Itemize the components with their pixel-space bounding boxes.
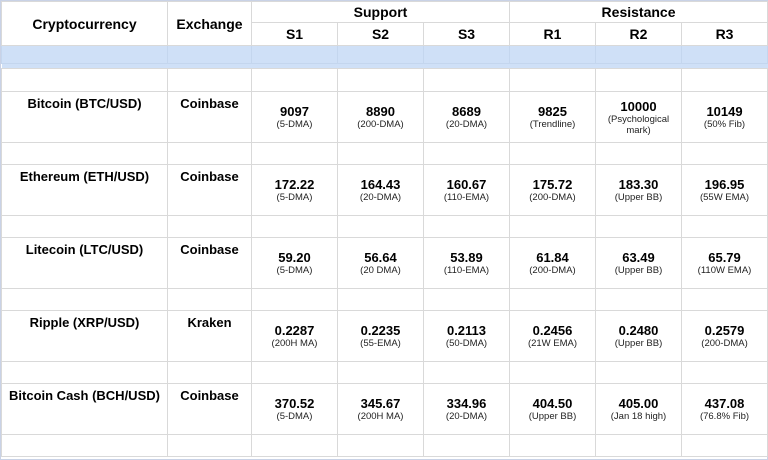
level-cell: 10000 (Psychological mark)	[595, 91, 682, 143]
header-exchange: Exchange	[167, 1, 252, 46]
level-cell: 10149 (50% Fib)	[680, 91, 768, 143]
crypto-name: Litecoin (LTC/USD)	[1, 237, 168, 289]
separator-row	[1, 361, 768, 384]
header-support: Support	[251, 1, 510, 23]
header-band	[1, 45, 768, 64]
exchange-name: Kraken	[167, 310, 252, 362]
crypto-name: Ripple (XRP/USD)	[1, 310, 168, 362]
table-row: Litecoin (LTC/USD) Coinbase 59.20 (5-DMA)…	[1, 237, 768, 289]
header-cryptocurrency: Cryptocurrency	[1, 1, 168, 46]
level-cell: 345.67 (200H MA)	[337, 383, 424, 435]
exchange-name: Coinbase	[167, 383, 252, 435]
header-r1: R1	[509, 22, 596, 46]
exchange-name: Coinbase	[167, 91, 252, 143]
level-cell: 0.2113 (50-DMA)	[423, 310, 510, 362]
table-row: Bitcoin Cash (BCH/USD) Coinbase 370.52 (5…	[1, 383, 768, 435]
level-cell: 0.2480 (Upper BB)	[595, 310, 682, 362]
separator-row	[1, 288, 768, 311]
spacer-row	[1, 68, 768, 92]
exchange-name: Coinbase	[167, 164, 252, 216]
separator-row	[1, 142, 768, 165]
table-row: Ethereum (ETH/USD) Coinbase 172.22 (5-DMA…	[1, 164, 768, 216]
level-cell: 53.89 (110-EMA)	[423, 237, 510, 289]
level-cell: 334.96 (20-DMA)	[423, 383, 510, 435]
table-row: Ripple (XRP/USD) Kraken 0.2287 (200H MA) …	[1, 310, 768, 362]
level-cell: 0.2456 (21W EMA)	[509, 310, 596, 362]
crypto-name: Bitcoin (BTC/USD)	[1, 91, 168, 143]
table-row: Bitcoin (BTC/USD) Coinbase 9097 (5-DMA) 8…	[1, 91, 768, 143]
header-resistance: Resistance	[508, 1, 768, 23]
level-cell: 9097 (5-DMA)	[251, 91, 338, 143]
header-row-groups: Cryptocurrency Exchange Support Resistan…	[1, 1, 768, 46]
level-cell: 9825 (Trendline)	[509, 91, 596, 143]
gap-bar	[1, 63, 768, 69]
level-cell: 0.2287 (200H MA)	[251, 310, 338, 362]
level-cell: 405.00 (Jan 18 high)	[595, 383, 682, 435]
exchange-name: Coinbase	[167, 237, 252, 289]
level-cell: 61.84 (200-DMA)	[509, 237, 596, 289]
header-s3: S3	[423, 22, 510, 46]
crypto-name: Ethereum (ETH/USD)	[1, 164, 168, 216]
level-cell: 196.95 (55W EMA)	[680, 164, 768, 216]
header-s1: S1	[251, 22, 338, 46]
header-row-levels: S1 S2 S3 R1 R2 R3	[2, 22, 768, 46]
separator-row	[1, 434, 768, 457]
header-s2: S2	[337, 22, 424, 46]
level-cell: 59.20 (5-DMA)	[251, 237, 338, 289]
level-cell: 437.08 (76.8% Fib)	[680, 383, 768, 435]
level-cell: 370.52 (5-DMA)	[251, 383, 338, 435]
separator-row	[1, 215, 768, 238]
level-cell: 160.67 (110-EMA)	[423, 164, 510, 216]
header-r2: R2	[595, 22, 682, 46]
level-cell: 404.50 (Upper BB)	[509, 383, 596, 435]
level-cell: 183.30 (Upper BB)	[595, 164, 682, 216]
level-cell: 175.72 (200-DMA)	[509, 164, 596, 216]
level-cell: 63.49 (Upper BB)	[595, 237, 682, 289]
header-r3: R3	[680, 22, 768, 46]
level-cell: 0.2235 (55-EMA)	[337, 310, 424, 362]
level-cell: 164.43 (20-DMA)	[337, 164, 424, 216]
level-cell: 172.22 (5-DMA)	[251, 164, 338, 216]
level-cell: 8689 (20-DMA)	[423, 91, 510, 143]
level-cell: 8890 (200-DMA)	[337, 91, 424, 143]
crypto-name: Bitcoin Cash (BCH/USD)	[1, 383, 168, 435]
level-cell: 0.2579 (200-DMA)	[680, 310, 768, 362]
level-cell: 56.64 (20 DMA)	[337, 237, 424, 289]
level-cell: 65.79 (110W EMA)	[680, 237, 768, 289]
